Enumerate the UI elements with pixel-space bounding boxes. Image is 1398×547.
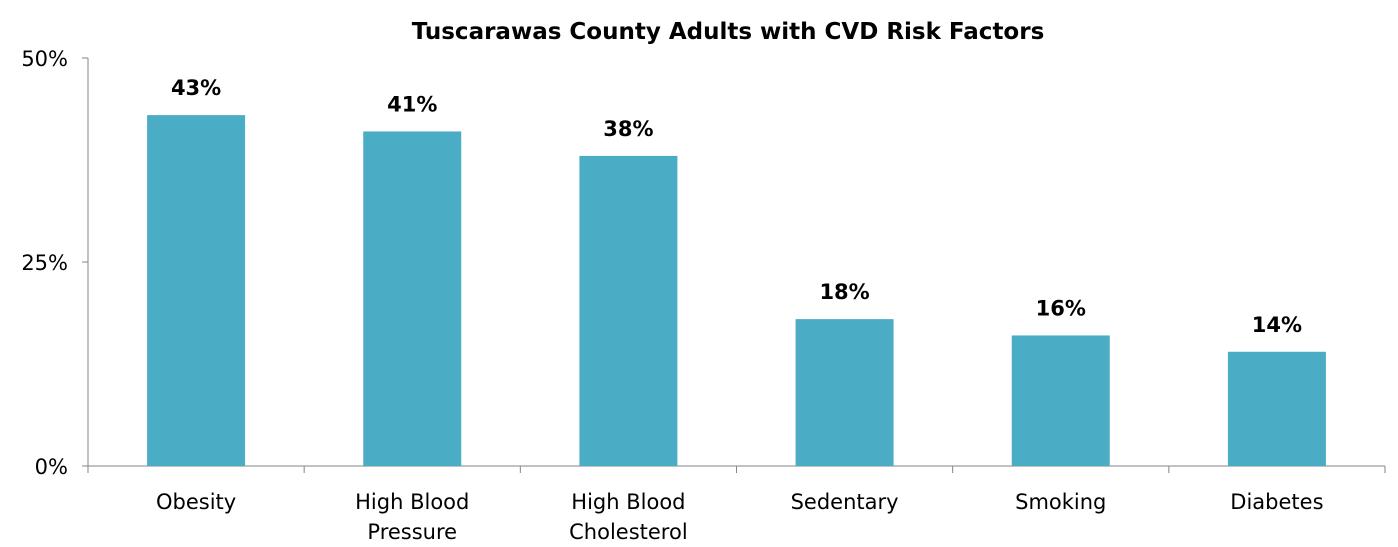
x-tick-label: Smoking [1015, 490, 1106, 514]
bar [1011, 335, 1110, 466]
y-tick-label: 25% [21, 251, 68, 275]
bar [363, 131, 462, 466]
axes [82, 57, 1386, 473]
x-tick-label: High Blood Cholesterol [569, 490, 688, 543]
x-tick-label: High Blood Pressure [355, 490, 469, 543]
data-label: 38% [603, 117, 653, 141]
data-label: 41% [387, 92, 437, 116]
y-tick-label: 50% [21, 47, 68, 71]
y-tick-label: 0% [35, 455, 68, 479]
x-tick-label: Diabetes [1230, 490, 1323, 514]
bar [579, 155, 678, 467]
data-label: 18% [819, 280, 869, 304]
data-labels: 43% 41% 38% 18% 16% 14% [171, 76, 1302, 337]
x-axis-labels: Obesity High Blood Pressure High Blood Chole… [156, 490, 1324, 544]
x-tick-label: Obesity [156, 490, 236, 514]
chart-title: Tuscarawas County Adults with CVD Risk F… [412, 19, 1045, 45]
x-tick-label: Sedentary [791, 490, 899, 514]
bar [1227, 351, 1326, 466]
y-axis-labels: 0% 25% 50% [21, 47, 68, 479]
bar [795, 319, 894, 466]
bar [147, 115, 246, 467]
data-label: 43% [171, 76, 221, 100]
data-label: 16% [1036, 296, 1086, 320]
data-label: 14% [1252, 313, 1302, 337]
bars [147, 115, 1326, 467]
